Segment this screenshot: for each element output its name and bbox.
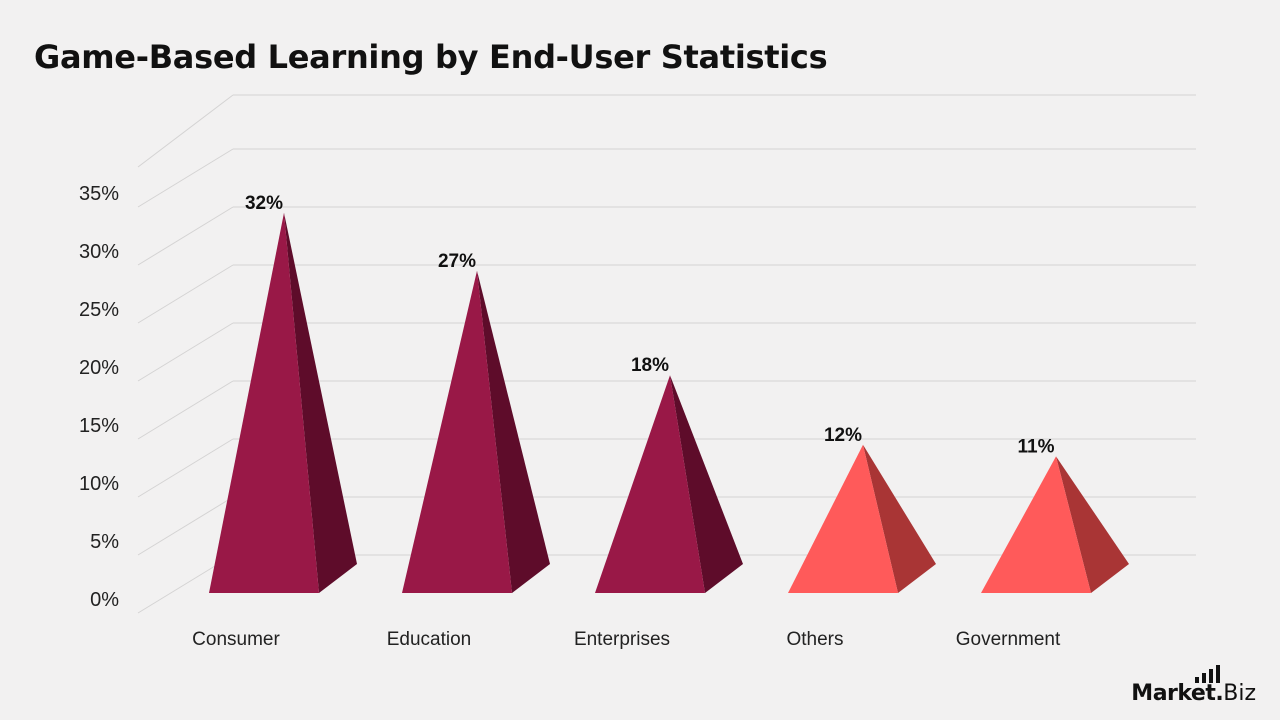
bar-side <box>477 270 550 593</box>
x-tick-label: Enterprises <box>574 629 670 650</box>
gridline-diagonal <box>137 380 234 440</box>
gridline-diagonal <box>137 94 234 168</box>
y-tick-label: 5% <box>90 531 119 553</box>
bar-side <box>863 444 936 593</box>
y-tick-label: 25% <box>79 299 119 321</box>
data-label: 12% <box>824 425 862 446</box>
y-tick-label: 30% <box>79 241 119 263</box>
bar <box>788 444 898 593</box>
y-tick-label: 15% <box>79 415 119 437</box>
logo-text-main: Market <box>1131 681 1216 706</box>
x-tick-label: Others <box>786 629 843 650</box>
chart-title: Game-Based Learning by End-User Statisti… <box>34 38 828 76</box>
bar-side <box>1056 456 1129 593</box>
x-tick-label: Education <box>387 629 472 650</box>
x-tick-label: Government <box>956 629 1061 650</box>
logo-text-dot: . <box>1215 681 1224 706</box>
data-labels: 32% 27% 18% 12% 11% <box>245 193 1055 458</box>
bar-side <box>284 212 357 594</box>
gridline-diagonal <box>137 496 234 556</box>
data-label: 11% <box>1018 436 1055 457</box>
x-tick-label: Consumer <box>192 629 280 650</box>
y-axis: 0% 5% 10% 15% 20% 25% 30% 35% <box>79 183 119 611</box>
bar <box>595 375 705 593</box>
bar-side <box>670 375 743 593</box>
bar <box>981 456 1091 593</box>
y-tick-label: 10% <box>79 473 119 495</box>
logo-bars-icon <box>1195 665 1220 683</box>
data-label: 27% <box>438 251 476 272</box>
gridline-diagonal <box>137 438 234 498</box>
gridline-diagonal <box>137 322 234 382</box>
y-tick-label: 20% <box>79 357 119 379</box>
logo-text-suffix: Biz <box>1223 681 1256 706</box>
gridline-diagonal <box>137 264 234 324</box>
brand-logo: Market. Biz <box>1131 665 1256 706</box>
data-label: 18% <box>631 355 669 376</box>
gridline-diagonal <box>137 148 234 208</box>
bar <box>209 212 319 594</box>
x-axis: Consumer Education Enterprises Others Govern… <box>192 629 1061 650</box>
bar <box>402 270 512 593</box>
data-label: 32% <box>245 193 283 214</box>
gridline-diagonal <box>137 206 234 266</box>
y-tick-label: 35% <box>79 183 119 205</box>
y-tick-label: 0% <box>90 589 119 611</box>
bars <box>209 212 1129 594</box>
